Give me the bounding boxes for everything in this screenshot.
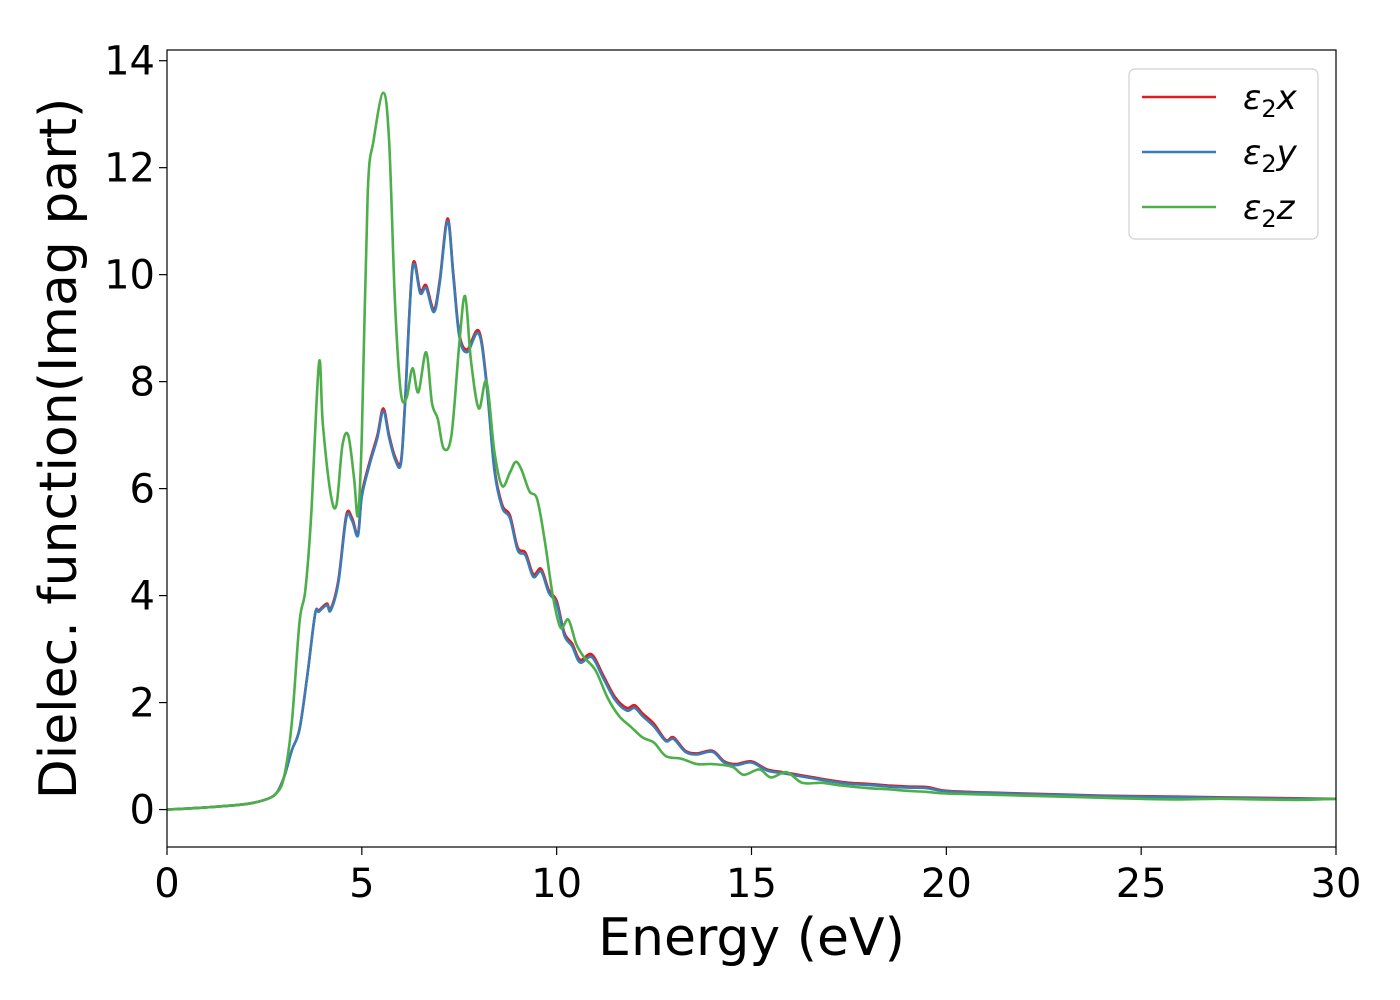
y-tick-label: 0 [130,788,155,834]
y-axis-label: Dielec. function(Imag part) [29,98,89,800]
axis-ticks: 0 5 10 15 20 25 30 0 2 4 6 8 10 12 14 [104,39,1361,907]
legend-label-x: ε2x [1243,78,1298,123]
x-tick-label: 0 [154,861,179,907]
legend-box [1128,68,1319,240]
legend-label-z: ε2z [1243,188,1296,233]
x-tick-label: 30 [1311,861,1362,907]
legend-label-y: ε2y [1243,133,1298,178]
x-tick-label: 25 [1116,861,1167,907]
y-tick-label: 10 [104,253,155,299]
y-tick-label: 12 [104,146,155,192]
y-tick-label: 14 [104,39,155,85]
series-line-z [167,91,1336,811]
series-layer [167,91,1336,811]
series-line-y [167,219,1336,811]
x-axis-label: Energy (eV) [598,908,905,968]
y-tick-label: 8 [130,360,155,406]
legend: ε2x ε2y ε2z [1128,68,1319,240]
x-tick-label: 5 [349,861,374,907]
x-tick-label: 15 [726,861,777,907]
x-tick-label: 20 [921,861,972,907]
y-tick-label: 6 [130,467,155,513]
x-tick-label: 10 [531,861,582,907]
y-tick-label: 2 [130,681,155,727]
series-line-x [167,217,1336,811]
y-tick-label: 4 [130,574,155,620]
